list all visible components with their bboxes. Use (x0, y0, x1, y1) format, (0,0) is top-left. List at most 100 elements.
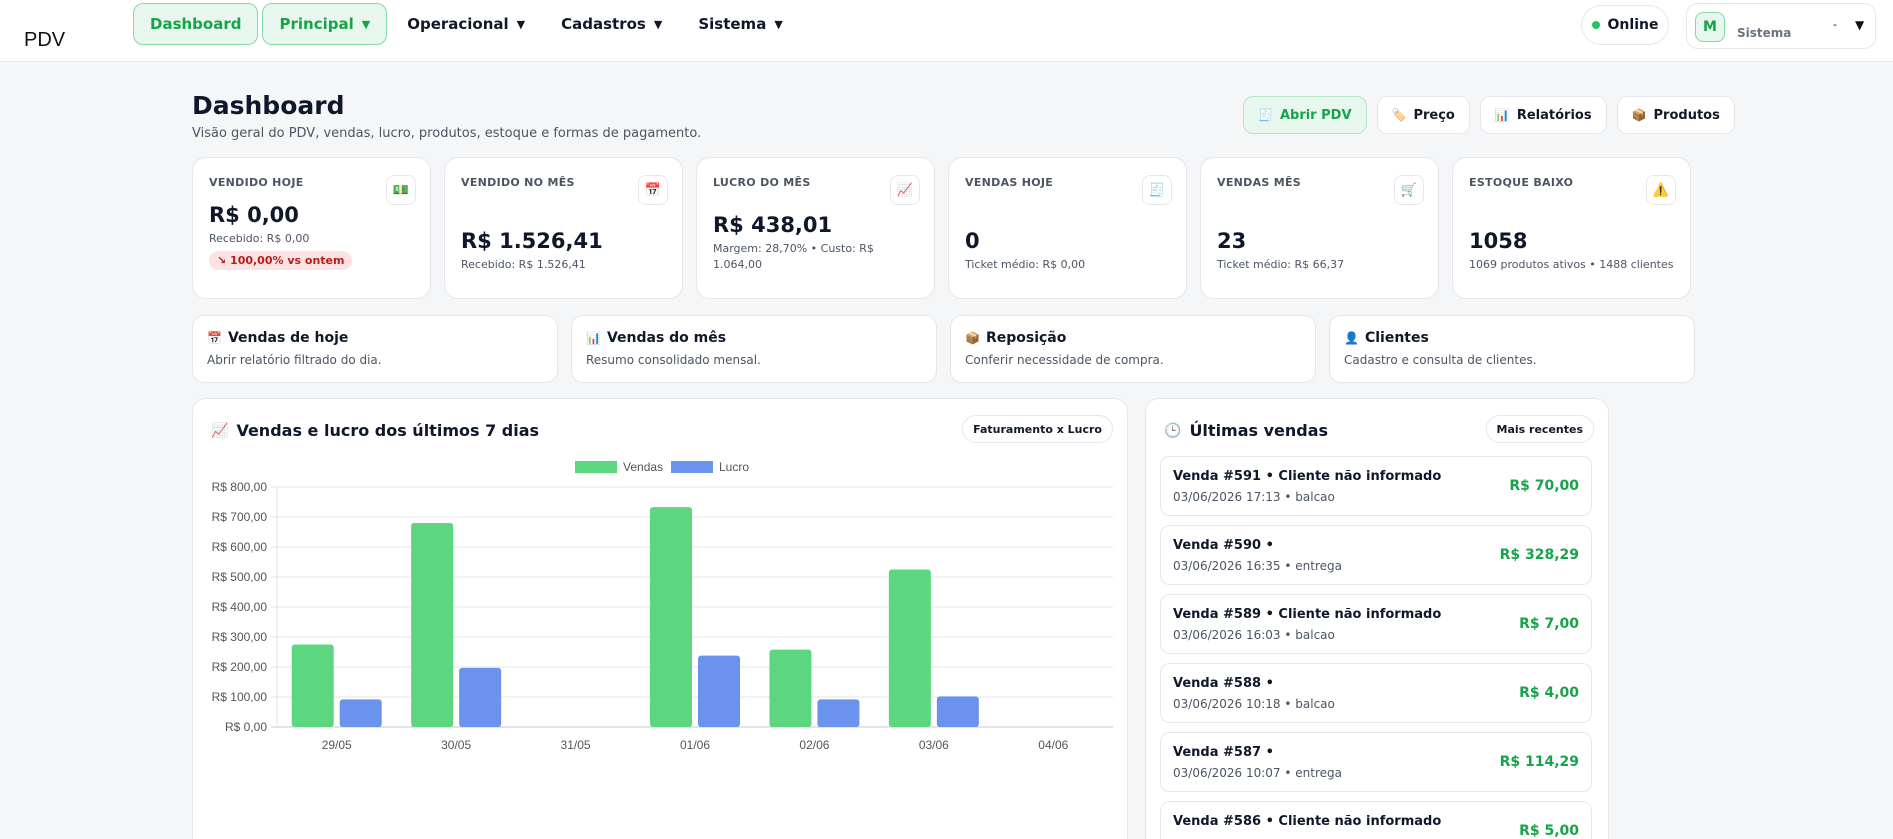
legend-swatch (575, 461, 617, 473)
chevron-down-icon: ▼ (774, 17, 783, 31)
sales-title: 🕒 Últimas vendas (1164, 421, 1328, 440)
quick-link-sales-month[interactable]: 📊 Vendas do mês Resumo consolidado mensal… (571, 315, 937, 383)
sale-value: R$ 7,00 (1519, 616, 1579, 632)
user-menu[interactable]: M Sistema - ▼ (1686, 3, 1876, 49)
quick-link-clients[interactable]: 👤 Clientes Cadastro e consulta de cliente… (1329, 315, 1695, 383)
stat-value: R$ 438,01 (713, 213, 833, 237)
receipt-icon: 🧾 (1142, 175, 1172, 205)
y-tick-label: R$ 700,00 (212, 510, 268, 524)
stat-sold-today: VENDIDO HOJE 💵 R$ 0,00 Recebido: R$ 0,00… (192, 157, 431, 299)
y-tick-label: R$ 200,00 (212, 660, 268, 674)
quick-link-title: Reposição (985, 330, 1067, 346)
avatar: M (1695, 12, 1725, 42)
reports-button[interactable]: 📊 Relatórios (1479, 96, 1607, 134)
calendar-icon: 📅 (638, 175, 668, 205)
sale-row[interactable]: Venda #586 • Cliente não informado R$ 5,0… (1160, 801, 1592, 839)
nav-label: Cadastros (561, 15, 646, 33)
open-pdv-button[interactable]: 🧾 Abrir PDV (1243, 96, 1367, 134)
nav-dashboard[interactable]: Dashboard (133, 3, 259, 45)
bar-chart-icon: 📊 (586, 331, 601, 345)
nav-cadastros[interactable]: Cadastros ▼ (545, 3, 678, 45)
sales-title-text: Últimas vendas (1189, 421, 1329, 440)
sale-row[interactable]: Venda #587 • 03/06/2026 10:07 • entrega R$… (1160, 732, 1592, 792)
quick-link-title: Clientes (1364, 330, 1429, 346)
user-icon: 👤 (1344, 331, 1359, 345)
bar-vendas (291, 644, 334, 727)
sale-meta: 03/06/2026 10:07 • entrega (1173, 766, 1342, 780)
y-tick-label: R$ 800,00 (212, 480, 268, 494)
stat-label: ESTOQUE BAIXO (1469, 176, 1574, 189)
sales-filter-button[interactable]: Mais recentes (1485, 415, 1594, 443)
nav-label: Dashboard (150, 15, 242, 33)
stat-sub: 1069 produtos ativos • 1488 clientes (1469, 258, 1674, 271)
nav-operacional[interactable]: Operacional ▼ (391, 3, 541, 45)
online-label: Online (1607, 17, 1659, 33)
sale-meta: 03/06/2026 17:13 • balcao (1173, 490, 1335, 504)
user-role: Sistema (1737, 26, 1792, 40)
sale-value: R$ 4,00 (1519, 685, 1579, 701)
quick-link-desc: Abrir relatório filtrado do dia. (207, 353, 382, 367)
sales-profit-chart: Vendas Lucro R$ 0,00 R$ 100,00 R$ 200,00 R$ 3… (212, 460, 1113, 752)
bar-vendas (888, 569, 931, 727)
products-button[interactable]: 📦 Produtos (1616, 96, 1735, 134)
trend-up-icon: 📈 (890, 175, 920, 205)
y-tick-label: R$ 0,00 (225, 720, 267, 734)
x-tick-label: 02/06 (799, 738, 829, 752)
bar-lucro (936, 696, 979, 727)
quick-link-desc: Conferir necessidade de compra. (965, 353, 1164, 367)
stat-value: R$ 1.526,41 (461, 229, 603, 253)
sale-title: Venda #590 • (1173, 538, 1274, 553)
sale-value: R$ 5,00 (1519, 823, 1579, 839)
chevron-down-icon: ▼ (653, 17, 663, 31)
stat-sales-month: VENDAS MÊS 🛒 23 Ticket médio: R$ 66,37 (1200, 157, 1439, 299)
chart-mode-toggle[interactable]: Faturamento x Lucro (962, 415, 1113, 443)
receipt-icon: 🧾 (1258, 108, 1273, 122)
quick-link-restock[interactable]: 📦 Reposição Conferir necessidade de compr… (950, 315, 1316, 383)
sale-row[interactable]: Venda #590 • 03/06/2026 16:35 • entrega R$… (1160, 525, 1592, 585)
quick-link-title: Vendas do mês (606, 330, 727, 346)
status-dot-icon (1591, 21, 1600, 29)
stat-value: R$ 0,00 (209, 203, 299, 227)
x-tick-label: 04/06 (1038, 738, 1068, 752)
nav-label: Principal (279, 15, 354, 33)
stat-sub: Ticket médio: R$ 66,37 (1217, 258, 1345, 271)
sale-title: Venda #586 • Cliente não informado (1173, 814, 1442, 829)
sale-meta: 03/06/2026 16:35 • entrega (1173, 559, 1342, 573)
status-badge: ↘ 100,00% vs ontem (209, 251, 353, 270)
brand-logo[interactable]: PDV (24, 29, 66, 51)
bar-vendas (650, 507, 692, 727)
online-status: Online (1581, 5, 1669, 45)
y-tick-label: R$ 400,00 (212, 600, 268, 614)
sale-row[interactable]: Venda #591 • Cliente não informado 03/06/… (1160, 456, 1592, 516)
nav-principal[interactable]: Principal ▼ (262, 3, 388, 45)
sale-row[interactable]: Venda #589 • Cliente não informado 03/06/… (1160, 594, 1592, 654)
x-tick-label: 01/06 (680, 738, 710, 752)
price-button[interactable]: 🏷️ Preço (1376, 96, 1470, 134)
sale-value: R$ 114,29 (1499, 754, 1579, 770)
chart-title-text: Vendas e lucro dos últimos 7 dias (236, 421, 540, 440)
x-tick-label: 03/06 (919, 738, 949, 752)
legend-swatch (671, 461, 713, 473)
page-title: Dashboard (192, 91, 345, 120)
quick-link-sales-today[interactable]: 📅 Vendas de hoje Abrir relatório filtrado… (192, 315, 558, 383)
y-tick-label: R$ 300,00 (212, 630, 268, 644)
warning-icon: ⚠️ (1646, 175, 1676, 205)
stat-value: 0 (965, 229, 980, 253)
sale-title: Venda #591 • Cliente não informado (1173, 469, 1442, 484)
bar-lucro (459, 667, 502, 727)
sale-row[interactable]: Venda #588 • 03/06/2026 10:18 • balcao R$ … (1160, 663, 1592, 723)
open-pdv-label: Abrir PDV (1279, 107, 1352, 123)
bar-lucro (339, 699, 382, 727)
box-icon: 📦 (1631, 108, 1647, 122)
stats-row: VENDIDO HOJE 💵 R$ 0,00 Recebido: R$ 0,00… (192, 157, 1691, 299)
sale-title: Venda #589 • Cliente não informado (1173, 607, 1442, 622)
legend-label: Vendas (623, 460, 663, 474)
stat-label: VENDAS HOJE (965, 176, 1054, 189)
nav-sistema[interactable]: Sistema ▼ (682, 3, 798, 45)
cart-icon: 🛒 (1394, 175, 1424, 205)
stat-low-stock: ESTOQUE BAIXO ⚠️ 1058 1069 produtos ativ… (1452, 157, 1691, 299)
price-label: Preço (1413, 107, 1455, 123)
sale-title: Venda #587 • (1173, 745, 1274, 760)
top-navbar: PDV Dashboard Principal ▼ Operacional ▼ Ca… (0, 0, 1893, 62)
user-name: - (1833, 18, 1837, 31)
